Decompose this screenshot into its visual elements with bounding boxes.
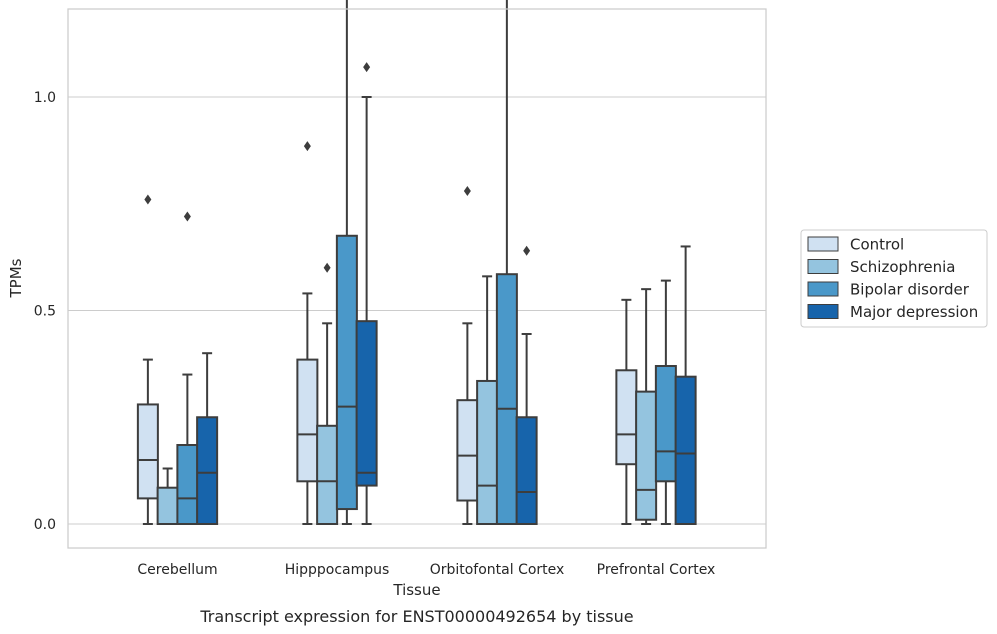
y-tick-label: 1.0 <box>34 90 56 106</box>
outlier-point <box>323 262 331 273</box>
box <box>355 62 378 525</box>
box <box>615 298 638 525</box>
y-axis-label: TPMs <box>7 258 25 298</box>
box-groups <box>136 0 697 526</box>
box <box>515 245 538 525</box>
legend-frame <box>800 229 988 328</box>
box <box>156 467 179 525</box>
box-body <box>176 444 199 526</box>
box-body <box>296 358 319 483</box>
legend-label: Major depression <box>850 303 978 321</box>
box <box>296 141 319 525</box>
box <box>654 279 677 525</box>
outlier-point <box>183 211 191 222</box>
x-tick-labels: Cerebellum Hipppocampus Orbitofontal Corte… <box>137 562 715 578</box>
outlier-point <box>523 245 531 256</box>
y-tick-labels: 0.00.51.01.52.0 <box>34 90 56 533</box>
legend-swatch <box>807 281 839 297</box>
box <box>635 288 658 525</box>
box-body <box>456 399 479 502</box>
x-tick-label: Cerebellum <box>137 562 217 578</box>
box <box>495 0 518 525</box>
legend-label: Schizophrenia <box>850 258 955 276</box>
box-body <box>136 403 159 500</box>
legend: Control Schizophrenia Bipolar disorder Majo… <box>800 229 988 328</box>
box-body <box>476 379 499 525</box>
box-body <box>335 234 358 511</box>
x-tick-label: Prefrontal Cortex <box>597 562 716 578</box>
chart-caption: Transcript expression for ENST0000049265… <box>199 607 633 626</box>
legend-swatch <box>807 236 839 252</box>
legend-items: Control Schizophrenia Bipolar disorder Majo… <box>807 236 978 321</box>
outlier-point <box>363 62 371 73</box>
legend-label: Control <box>850 236 904 254</box>
legend-swatch <box>807 259 839 274</box>
box-body <box>316 424 339 526</box>
outlier-point <box>463 185 471 196</box>
box-body <box>196 416 219 525</box>
box-body <box>674 375 697 525</box>
outlier-point <box>303 141 311 152</box>
plot-frame <box>67 8 767 549</box>
box <box>316 262 339 526</box>
box <box>136 194 159 525</box>
box-body <box>515 416 538 525</box>
box <box>456 185 479 525</box>
box-body <box>355 320 378 487</box>
box-body <box>615 369 638 466</box>
box <box>476 275 499 525</box>
x-axis-label: Tissue <box>392 581 440 599</box>
legend-swatch <box>807 304 839 319</box>
x-tick-label: Hipppocampus <box>285 562 390 578</box>
box-body <box>156 486 179 525</box>
outlier-point <box>144 194 152 205</box>
y-tick-label: 0.5 <box>34 304 56 320</box>
x-tick-label: Orbitofontal Cortex <box>430 562 565 578</box>
box <box>196 352 219 525</box>
legend-label: Bipolar disorder <box>850 281 970 299</box>
box <box>176 211 199 526</box>
box-body <box>495 273 518 525</box>
box <box>335 0 358 525</box>
y-tick-label: 0.0 <box>34 517 56 533</box>
box-body <box>635 390 658 521</box>
box-body <box>654 365 677 483</box>
box <box>674 245 697 525</box>
